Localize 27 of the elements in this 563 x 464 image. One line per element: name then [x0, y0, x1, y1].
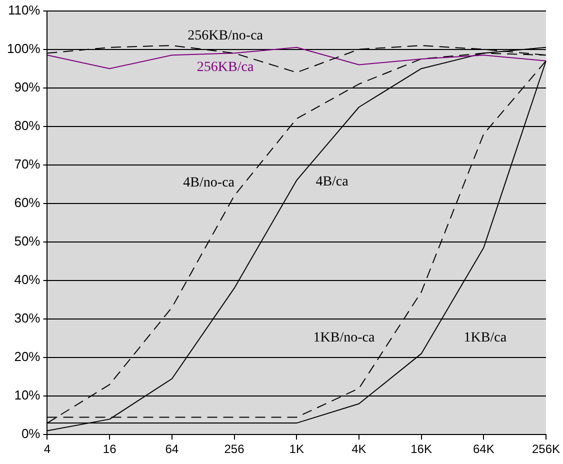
- y-tick-label: 50%: [14, 234, 41, 249]
- series-label: 1KB/no-ca: [313, 330, 376, 346]
- y-tick-label: 80%: [14, 118, 41, 133]
- y-tick-label: 70%: [14, 156, 41, 172]
- series-label: 4B/ca: [316, 174, 350, 190]
- y-tick-label: 60%: [14, 195, 41, 210]
- x-tick-label: 256: [224, 442, 245, 456]
- y-tick-label: 20%: [14, 349, 41, 364]
- series-label: 1KB/ca: [464, 330, 508, 346]
- series-label: 256KB/no-ca: [188, 28, 264, 44]
- x-tick-label: 64K: [472, 442, 494, 456]
- x-tick-label: 16: [102, 442, 117, 456]
- y-tick-label: 30%: [14, 310, 41, 326]
- x-tick-label: 64: [165, 442, 179, 456]
- y-tick-label: 10%: [14, 388, 41, 403]
- y-tick-label: 0%: [21, 426, 41, 442]
- x-tick-label: 1K: [289, 442, 304, 456]
- x-tick-label: 16K: [410, 442, 432, 456]
- y-tick-label: 90%: [14, 79, 41, 94]
- x-tick-label: 4K: [352, 442, 366, 456]
- x-tick-label: 256K: [532, 442, 560, 456]
- x-tick-label: 4: [44, 442, 51, 456]
- series-label: 4B/no-ca: [183, 176, 236, 191]
- y-tick-label: 40%: [14, 272, 41, 288]
- y-tick-label: 100%: [7, 40, 41, 56]
- series-label: 256KB/ca: [196, 60, 254, 75]
- y-tick-label: 110%: [8, 2, 41, 18]
